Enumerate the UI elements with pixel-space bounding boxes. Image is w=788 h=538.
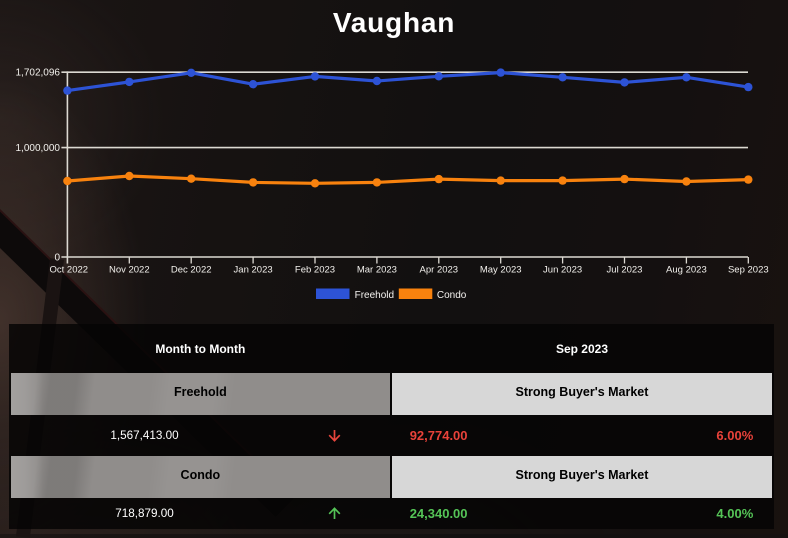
svg-text:Condo: Condo [437,290,467,301]
svg-text:Jul 2023: Jul 2023 [607,265,643,276]
svg-text:Aug 2023: Aug 2023 [666,265,707,276]
svg-text:Jan 2023: Jan 2023 [234,265,273,276]
svg-text:May 2023: May 2023 [480,265,522,276]
svg-text:1,702,096: 1,702,096 [16,68,61,79]
svg-text:Feb 2023: Feb 2023 [295,265,335,276]
svg-text:0: 0 [54,253,60,264]
svg-text:Mar 2023: Mar 2023 [357,265,397,276]
svg-text:Nov 2022: Nov 2022 [109,265,150,276]
svg-text:Oct 2022: Oct 2022 [50,265,89,276]
svg-text:Apr 2023: Apr 2023 [420,265,459,276]
svg-text:Freehold: Freehold [355,290,394,301]
svg-text:Sep 2023: Sep 2023 [728,265,769,276]
svg-text:Dec 2022: Dec 2022 [171,265,212,276]
svg-text:1,000,000: 1,000,000 [16,143,61,154]
svg-text:Jun 2023: Jun 2023 [543,265,582,276]
